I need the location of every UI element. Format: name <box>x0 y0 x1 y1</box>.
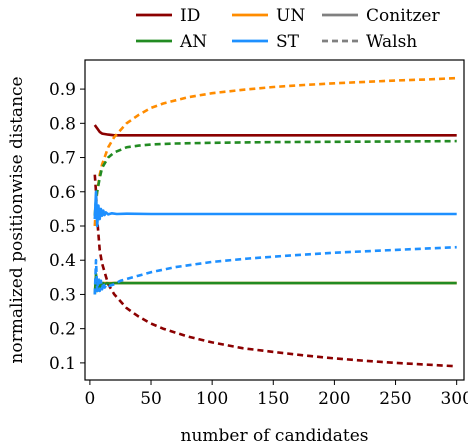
series-line-st-conitzer <box>93 190 457 228</box>
y-tick-label: 0.2 <box>49 320 76 340</box>
series-line-an-walsh <box>93 139 457 216</box>
legend-label-walsh: Walsh <box>366 32 417 52</box>
x-tick-label: 100 <box>196 389 228 409</box>
series-line-id-walsh <box>93 174 457 368</box>
legend-label-st: ST <box>276 32 300 52</box>
y-tick-label: 0.3 <box>49 285 76 305</box>
series-line-an-conitzer <box>93 272 457 295</box>
y-tick-label: 0.8 <box>49 114 76 134</box>
x-tick-label: 50 <box>140 389 162 409</box>
plot-lines <box>93 76 457 368</box>
series-line-id-conitzer <box>93 124 457 137</box>
y-tick-label: 0.1 <box>49 354 76 374</box>
x-tick-label: 150 <box>257 389 289 409</box>
y-tick-label: 0.6 <box>49 183 76 203</box>
y-tick-label: 0.7 <box>49 149 76 169</box>
x-axis-label: number of candidates <box>181 426 369 446</box>
series-line-st-walsh <box>93 245 457 295</box>
x-tick-label: 250 <box>379 389 411 409</box>
series-line-un-walsh <box>93 76 457 227</box>
y-axis-label: normalized positionwise distance <box>7 76 27 363</box>
legend-label-id: ID <box>180 6 200 26</box>
y-tick-label: 0.9 <box>49 80 76 100</box>
legend-label-conitzer: Conitzer <box>366 6 440 26</box>
legend: ID UN Conitzer AN ST Walsh <box>136 6 440 52</box>
y-tick-label: 0.4 <box>49 251 76 271</box>
x-tick-label: 0 <box>84 389 95 409</box>
legend-label-un: UN <box>276 6 305 26</box>
x-tick-label: 200 <box>318 389 350 409</box>
legend-label-an: AN <box>179 32 207 52</box>
y-tick-label: 0.5 <box>49 217 76 237</box>
axis-ticks: 0 50 100 150 200 250 300 0.1 0.2 0.3 0.4 0.5 0.6 0.7 0… <box>49 80 468 409</box>
plot-frame <box>84 59 465 381</box>
x-tick-label: 300 <box>440 389 468 409</box>
